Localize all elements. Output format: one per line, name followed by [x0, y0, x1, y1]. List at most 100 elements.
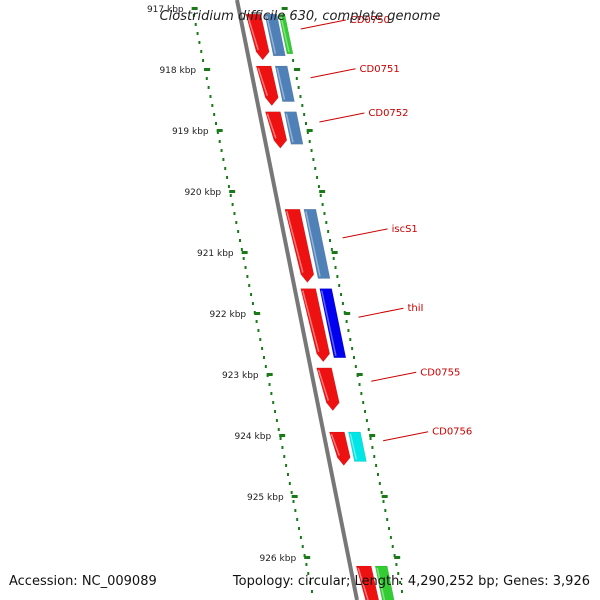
position-dot-tracks — [192, 14, 403, 593]
track-dot — [246, 275, 249, 278]
track-dot — [270, 392, 273, 395]
kbp-tick — [279, 434, 286, 437]
track-dot — [367, 428, 370, 431]
track-dot — [371, 446, 374, 449]
track-dot — [233, 212, 236, 215]
track-dot — [376, 473, 379, 476]
track-dot — [251, 302, 254, 305]
gene-feature-box — [278, 13, 294, 55]
track-dot — [388, 527, 391, 530]
label-leader-line — [371, 371, 417, 382]
track-dot — [257, 329, 260, 332]
gene-cds-arrow — [245, 13, 270, 61]
track-dot — [259, 338, 262, 341]
kbp-tick — [216, 129, 223, 132]
gene-cds-arrow-highlight — [257, 67, 269, 96]
gene-label: CD0751 — [360, 64, 400, 75]
gene-cds-arrow-highlight — [317, 369, 330, 401]
track-dot — [345, 320, 348, 323]
gene-feature-box-highlight — [376, 567, 386, 600]
gene-cds-arrow-highlight — [301, 290, 320, 352]
label-leader-line — [383, 431, 429, 442]
track-dot — [301, 545, 304, 548]
track-dot — [305, 122, 308, 125]
track-dot — [242, 257, 245, 260]
kbp-tick — [204, 68, 211, 71]
track-dot — [310, 590, 313, 593]
track-dot — [296, 518, 299, 521]
track-dot — [202, 59, 205, 62]
kbp-tick — [306, 129, 313, 132]
track-dot — [362, 401, 365, 404]
gene-cds-arrow-highlight — [266, 113, 277, 139]
track-dot — [341, 302, 344, 305]
track-dot — [264, 365, 267, 368]
track-dot — [215, 122, 218, 125]
gene-cds-arrow — [329, 431, 351, 466]
track-dot — [292, 500, 295, 503]
kbp-tick — [394, 556, 401, 559]
gene-cds-arrow-highlight — [330, 433, 340, 456]
track-dot — [312, 158, 315, 161]
gene-feature-box — [274, 65, 295, 102]
track-dot — [213, 113, 216, 116]
track-dot — [391, 545, 394, 548]
track-dot — [369, 437, 372, 440]
gene-feature-box-highlight — [320, 290, 337, 356]
track-dot — [207, 86, 210, 89]
track-dot — [330, 248, 333, 251]
kbp-tick — [369, 434, 376, 437]
gene-cds-arrow — [300, 288, 330, 363]
gene-feature-box-highlight — [280, 15, 290, 53]
label-leader-line — [342, 228, 388, 239]
track-dot — [336, 275, 339, 278]
kbp-label: 922 kbp — [209, 310, 246, 320]
track-dot — [295, 77, 298, 80]
track-dot — [200, 50, 203, 53]
track-dot — [310, 149, 313, 152]
track-dot — [198, 41, 201, 44]
track-dot — [235, 221, 238, 224]
gene-feature-box — [303, 209, 331, 279]
track-dot — [349, 338, 352, 341]
gene-label: CD0756 — [432, 427, 472, 438]
track-dot — [192, 14, 195, 17]
kbp-tick — [291, 495, 298, 498]
track-dot — [299, 536, 302, 539]
track-dot — [244, 266, 247, 269]
track-dot — [352, 356, 355, 359]
kbp-scale: 917 kbp 918 kbp 919 kbp 920 kbp 921 kbp 922 k… — [147, 5, 401, 564]
gene-cds-arrow-highlight — [357, 567, 369, 600]
track-dot — [314, 167, 317, 170]
gene-feature-box — [284, 111, 304, 145]
gene-feature-box — [264, 13, 286, 57]
label-leader-line — [300, 19, 346, 30]
track-dot — [229, 194, 232, 197]
track-dot — [397, 572, 400, 575]
track-dot — [340, 293, 343, 296]
track-dot — [227, 185, 230, 188]
track-dot — [360, 392, 363, 395]
kbp-label: 926 kbp — [259, 554, 296, 564]
kbp-tick — [356, 373, 363, 376]
gene-labels: CD0750 CD0751 CD0752 iscS1 thiI CD0755 CD0756 — [300, 15, 472, 442]
track-dot — [285, 464, 288, 467]
kbp-tick — [254, 312, 261, 315]
gene-cds-arrow — [265, 111, 288, 149]
track-dot — [248, 284, 251, 287]
gene-features — [245, 13, 395, 600]
gene-feature-box-highlight — [276, 67, 286, 100]
track-dot — [351, 347, 354, 350]
kbp-label: 923 kbp — [222, 371, 259, 381]
gene-feature-box — [374, 565, 395, 600]
track-dot — [303, 554, 306, 557]
track-dot — [237, 230, 240, 233]
track-dot — [378, 482, 381, 485]
track-dot — [301, 104, 304, 107]
track-dot — [238, 239, 241, 242]
track-dot — [358, 383, 361, 386]
gene-cds-arrow — [316, 367, 340, 411]
track-dot — [220, 149, 223, 152]
gene-cds-arrow-highlight — [286, 211, 304, 273]
